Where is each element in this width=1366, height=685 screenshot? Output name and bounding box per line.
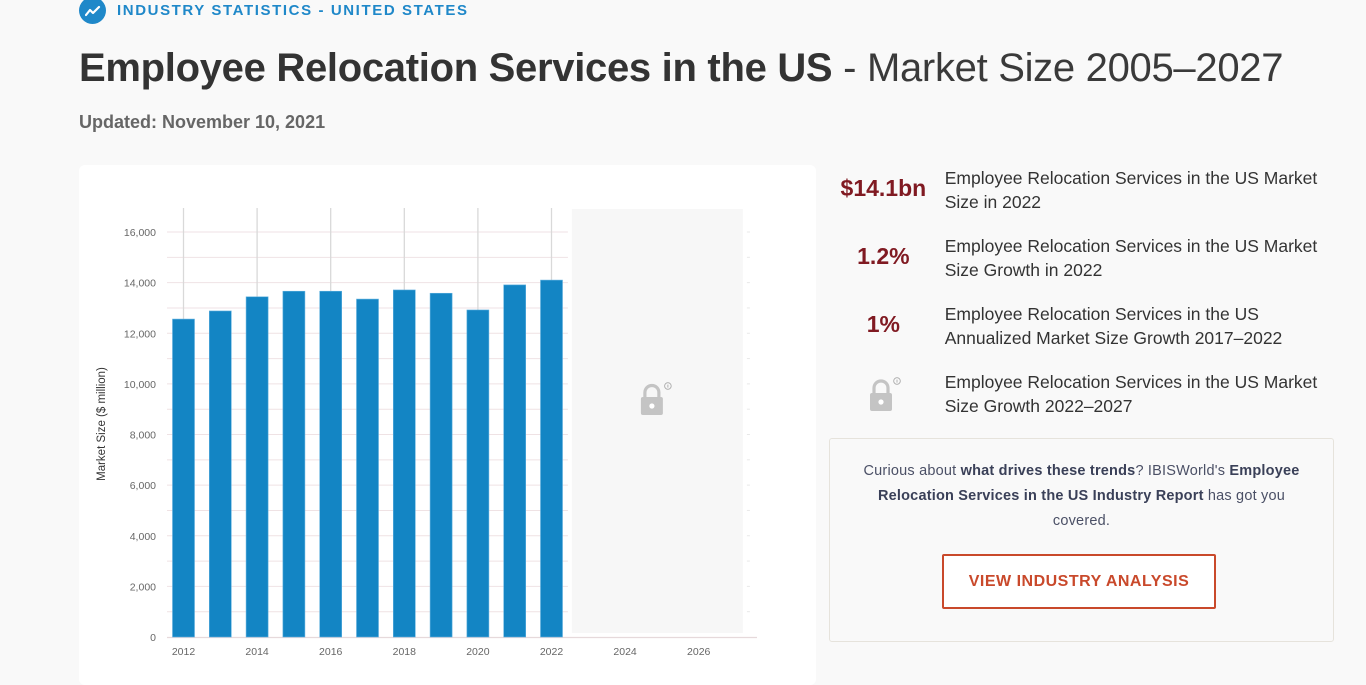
stat-label: Employee Relocation Services in the US M… (944, 168, 1318, 212)
bar-2021 (503, 284, 527, 638)
title-subtitle: - Market Size 2005–2027 (832, 46, 1284, 90)
x-tick-label: 2016 (319, 646, 343, 658)
y-tick-label: 14,000 (124, 278, 156, 290)
bar-2019 (429, 292, 453, 638)
cta-text: Curious about what drives these trends? … (850, 459, 1313, 534)
y-tick-label: 0 (150, 632, 156, 644)
stat-label: Employee Relocation Services in the US M… (944, 236, 1318, 280)
bar-2016 (319, 290, 342, 638)
bar-2022 (540, 279, 563, 638)
y-tick-label: 2,000 (130, 581, 156, 593)
y-tick-label: 12,000 (124, 328, 156, 340)
bar-2018 (392, 289, 416, 638)
chart-card: 0 2,000 4,000 6,000 8,000 10,000 12,000 14,000 1… (79, 165, 816, 685)
cta-text-part: ? IBISWorld's (1135, 463, 1230, 479)
y-tick-label: 8,000 (130, 430, 156, 442)
cta-text-part: has got you covered. (1052, 488, 1286, 529)
market-size-chart: 0 2,000 4,000 6,000 8,000 10,000 12,000 14,000 1… (96, 208, 757, 658)
y-tick-label: 6,000 (130, 480, 156, 492)
stat-label: Employee Relocation Services in the US A… (944, 304, 1283, 348)
lock-icon[interactable] (830, 377, 937, 413)
bar-2017 (356, 298, 379, 638)
stat-growth-forecast: Employee Relocation Services in the US M… (830, 371, 1340, 418)
bar-2020 (466, 309, 490, 638)
bar-2012 (172, 318, 195, 638)
stat-market-size: $14.1bn Employee Relocation Services in … (830, 167, 1340, 214)
y-tick-label: 4,000 (130, 531, 156, 543)
bar-2015 (282, 290, 306, 638)
y-tick-label: 10,000 (124, 379, 156, 391)
x-tick-label: 2020 (466, 646, 490, 658)
trending-up-icon (79, 0, 106, 24)
title-industry: Employee Relocation Services in the US (79, 46, 833, 90)
x-tick-label: 2014 (245, 646, 269, 658)
cta-text-report: Employee Relocation Services in the US I… (877, 463, 1300, 504)
stat-annualized-growth: 1% Employee Relocation Services in the U… (830, 303, 1340, 350)
bar-2013 (209, 310, 232, 638)
view-industry-analysis-button[interactable]: VIEW INDUSTRY ANALYSIS (942, 554, 1216, 609)
x-tick-label: 2012 (172, 646, 196, 658)
cta-text-emphasis: what drives these trends (960, 463, 1136, 479)
stat-growth-2022: 1.2% Employee Relocation Services in the… (830, 235, 1340, 282)
x-tick-label: 2024 (613, 646, 637, 658)
eyebrow-text: INDUSTRY STATISTICS - UNITED STATES (117, 2, 469, 19)
y-axis-label: Market Size ($ million) (96, 367, 108, 481)
x-tick-label: 2022 (540, 646, 564, 658)
x-tick-label: 2018 (393, 646, 417, 658)
y-tick-label: 16,000 (124, 227, 156, 239)
bar-2014 (245, 296, 269, 638)
updated-date: Updated: November 10, 2021 (79, 112, 326, 132)
stat-value: 1.2% (857, 243, 910, 269)
locked-forecast-area (571, 209, 743, 633)
stat-label: Employee Relocation Services in the US M… (944, 372, 1318, 416)
stat-value: 1% (866, 311, 900, 337)
page-title: Employee Relocation Services in the US -… (79, 46, 1283, 91)
eyebrow: INDUSTRY STATISTICS - UNITED STATES (79, 0, 469, 24)
x-tick-label: 2026 (687, 646, 711, 658)
stat-value: $14.1bn (840, 175, 927, 201)
cta-text-part: Curious about (863, 463, 961, 479)
cta-box: Curious about what drives these trends? … (829, 438, 1334, 642)
lock-icon[interactable] (640, 382, 672, 415)
